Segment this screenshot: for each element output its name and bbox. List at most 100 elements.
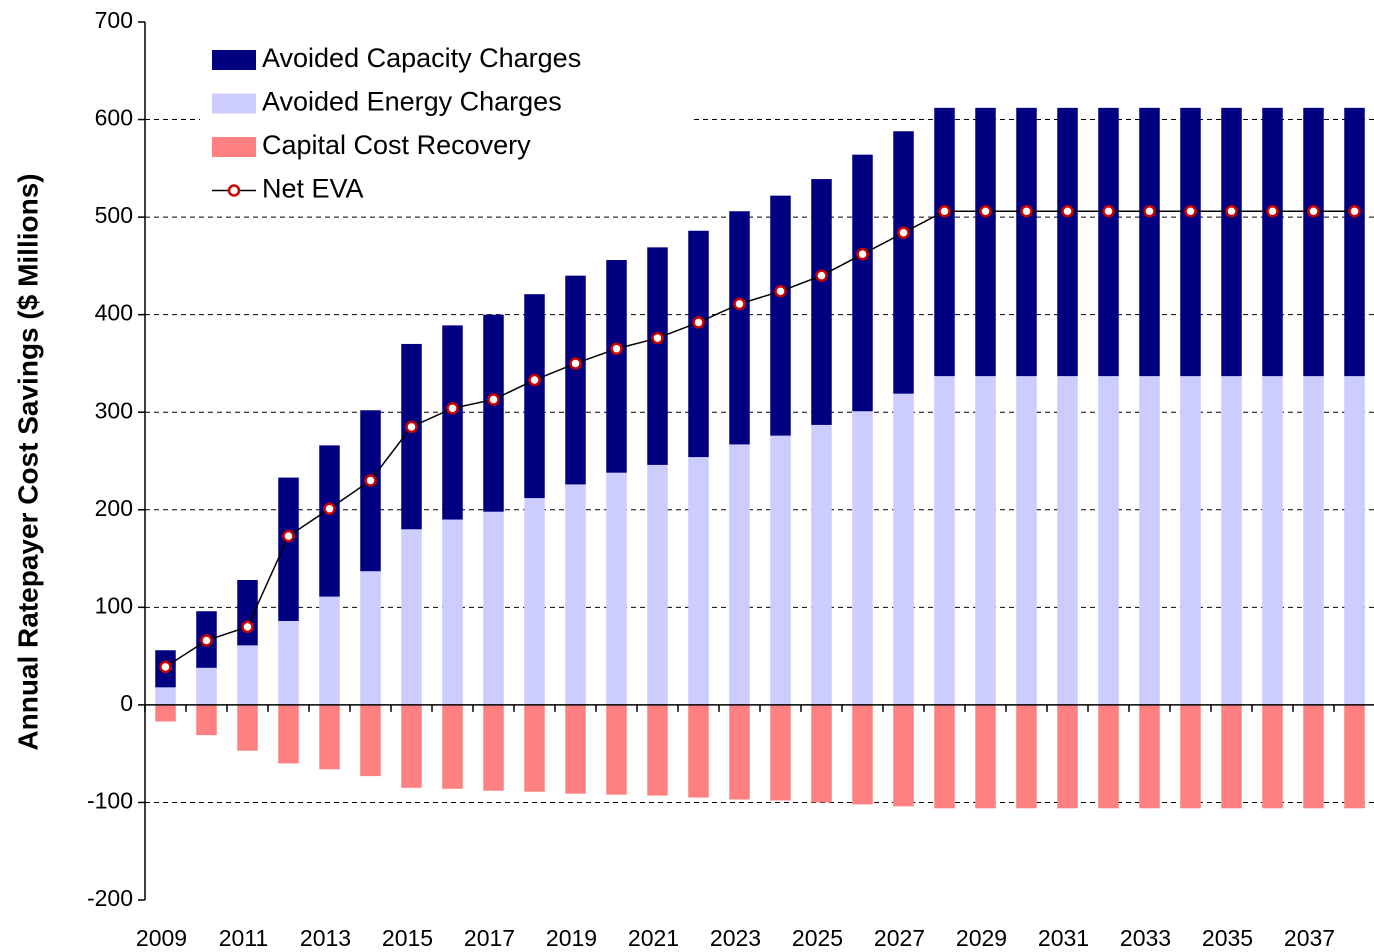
line-marker — [651, 331, 664, 345]
bar — [1221, 107, 1242, 377]
line-marker — [979, 205, 992, 218]
bar — [1016, 107, 1037, 377]
line-marker — [1225, 205, 1238, 218]
bar — [729, 704, 750, 800]
bar — [1098, 704, 1119, 809]
line-marker — [200, 634, 213, 647]
x-tick-label: 2015 — [382, 925, 433, 951]
bar — [319, 596, 340, 705]
y-tick-label: 500 — [95, 202, 133, 228]
bar — [893, 131, 914, 394]
bar — [1180, 376, 1201, 705]
line-marker — [1102, 205, 1115, 218]
line-marker — [610, 342, 623, 356]
line-marker — [1020, 205, 1033, 218]
bar — [770, 195, 791, 436]
bar — [360, 410, 381, 572]
bar — [1221, 704, 1242, 809]
bar — [1139, 376, 1160, 705]
bar — [975, 376, 996, 705]
x-tick-label: 2037 — [1284, 925, 1335, 951]
bar — [483, 704, 504, 791]
bar — [442, 519, 463, 705]
bar — [483, 511, 504, 705]
x-tick-label: 2011 — [219, 925, 268, 951]
y-tick-label: -100 — [87, 788, 133, 814]
bar — [1057, 704, 1078, 809]
bar — [606, 704, 627, 795]
bar — [606, 260, 627, 473]
line — [165, 210, 1355, 668]
line-marker — [1348, 205, 1361, 218]
x-tick-label: 2013 — [300, 925, 351, 951]
legend-label: Avoided Energy Charges — [262, 87, 562, 117]
y-tick-label: 300 — [95, 397, 133, 423]
bar — [278, 477, 299, 621]
bar — [1180, 107, 1201, 377]
y-tick-label: 0 — [120, 690, 133, 716]
bar — [1098, 376, 1119, 705]
bar — [688, 457, 709, 705]
bar — [237, 645, 258, 705]
y-tick-label: 700 — [95, 7, 133, 33]
line-marker — [1184, 205, 1197, 218]
x-tick-label: 2009 — [136, 925, 187, 951]
bar — [647, 247, 668, 465]
line-marker — [897, 226, 910, 239]
bar — [729, 444, 750, 705]
bar — [934, 376, 955, 705]
bar — [606, 472, 627, 705]
line-marker — [528, 373, 541, 387]
bar — [1016, 704, 1037, 809]
y-tick-label: 200 — [95, 495, 133, 521]
bar — [565, 704, 586, 794]
bar — [1180, 704, 1201, 809]
bar — [524, 498, 545, 705]
bar — [401, 704, 422, 788]
line-marker — [569, 357, 582, 370]
bar — [442, 704, 463, 789]
y-tick-label: 100 — [95, 592, 133, 618]
line-marker — [1061, 205, 1074, 218]
legend-swatch — [212, 93, 256, 114]
bar — [196, 667, 217, 705]
line-marker — [159, 660, 172, 674]
bar — [1344, 376, 1365, 705]
x-tick-label: 2027 — [874, 925, 925, 951]
bar — [934, 704, 955, 809]
line-marker — [487, 393, 500, 406]
legend-label: Avoided Capacity Charges — [262, 43, 581, 73]
x-tick-label: 2035 — [1202, 925, 1253, 951]
bar — [647, 704, 668, 796]
bar — [401, 343, 422, 530]
line-marker — [1143, 205, 1156, 218]
line-marker — [323, 502, 336, 516]
x-tick-label: 2021 — [628, 925, 679, 951]
bar — [1098, 107, 1119, 377]
legend-marker — [227, 184, 241, 197]
bar — [770, 435, 791, 705]
bar — [360, 571, 381, 705]
legend-swatch — [212, 50, 256, 70]
bar — [811, 424, 832, 705]
bar — [155, 704, 176, 722]
bar — [1262, 704, 1283, 809]
y-tick-label: -200 — [87, 885, 133, 911]
bar — [975, 107, 996, 377]
bar — [1303, 704, 1324, 809]
bar — [565, 484, 586, 705]
bar — [1262, 376, 1283, 705]
bar — [1139, 704, 1160, 809]
line-marker — [1307, 205, 1320, 218]
bar — [852, 411, 873, 705]
x-tick-label: 2031 — [1038, 925, 1089, 951]
bar — [565, 275, 586, 485]
bar — [524, 704, 545, 792]
bar — [319, 445, 340, 597]
x-tick-label: 2029 — [956, 925, 1007, 951]
bar — [1057, 107, 1078, 377]
y-tick-label: 400 — [95, 300, 133, 326]
bar — [1303, 107, 1324, 377]
bar — [1016, 376, 1037, 705]
bar — [360, 704, 381, 777]
